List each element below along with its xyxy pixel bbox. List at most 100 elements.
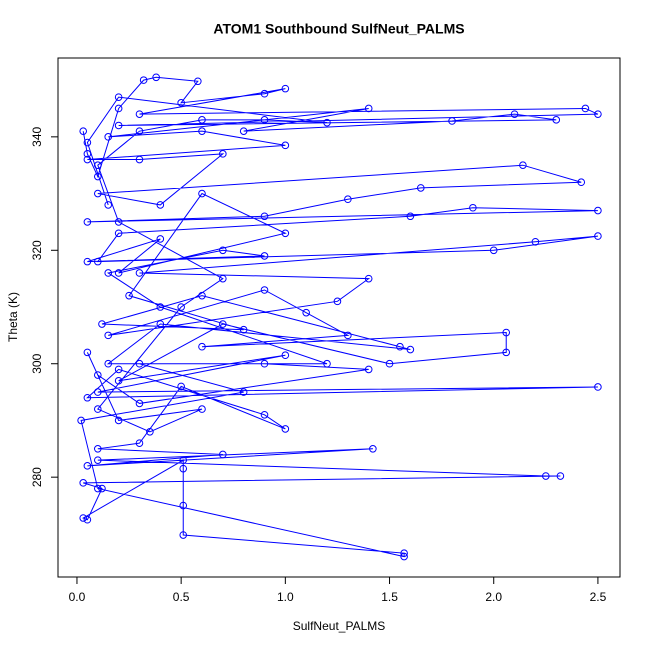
data-point [198,189,206,198]
data-point [125,291,133,300]
data-point [219,246,227,255]
y-tick-label: 300 [30,353,44,373]
data-point [239,388,248,396]
data-point [542,472,550,480]
data-point [219,450,227,459]
x-axis-label: SulfNeut_PALMS [293,619,386,633]
data-point [260,286,269,294]
data-point [219,274,227,283]
data-point [94,371,102,379]
data-point [104,331,113,340]
data-point [98,320,106,328]
data-point [344,331,352,340]
y-axis-label: Theta (K) [6,292,20,342]
data-point [114,269,123,277]
data-point [302,308,310,317]
data-point [594,110,602,118]
data-point [79,479,88,487]
data-point [198,342,206,351]
data-point [323,118,331,127]
data-point [104,201,113,209]
data-point [194,77,202,86]
data-point [114,121,123,130]
data-point [94,456,102,464]
data-point [156,235,165,243]
data-point [98,484,106,493]
data-point [281,141,290,150]
data-point [94,484,102,493]
data-point [94,172,102,181]
data-point [260,252,269,260]
data-line [80,76,599,558]
data-point [502,328,511,337]
data-point [77,416,85,425]
data-point [281,425,290,433]
data-point [239,127,248,135]
data-point [406,345,415,354]
data-point [323,359,331,368]
data-point [400,552,408,561]
data-point [333,297,342,306]
data-point [156,303,165,311]
data-point [104,269,113,277]
data-point [179,531,188,539]
data-point [239,325,248,334]
chart-title: ATOM1 Southbound SulfNeut_PALMS [213,21,464,37]
data-point [198,116,206,124]
x-tick-label: 1.0 [277,590,294,604]
data-point [448,117,456,125]
data-point [83,257,92,266]
data-point [281,351,290,360]
data-point [364,365,373,374]
data-point [104,133,113,141]
data-point [219,150,227,158]
data-point [114,416,123,425]
data-point [83,462,92,470]
data-point [400,549,408,557]
data-point [135,399,144,408]
data-point [94,405,102,413]
data-point [79,127,88,135]
data-point [139,76,148,84]
data-point [260,212,269,221]
x-tick-label: 1.5 [381,590,398,604]
data-point [114,229,123,238]
plot-frame [57,57,621,578]
data-point [177,99,185,107]
data-point [94,388,102,396]
x-tick-label: 2.5 [590,590,607,604]
data-point [489,246,498,255]
x-tick-label: 0.0 [69,590,86,604]
data-point [198,291,206,300]
data-point [94,257,102,266]
data-point [364,104,373,113]
data-point [146,427,154,436]
data-point [556,472,565,480]
data-point [114,218,123,226]
data-point [135,439,144,447]
data-point [416,184,425,192]
data-point [594,383,602,391]
data-point [152,73,160,82]
data-point [83,393,92,402]
data-point [135,110,144,118]
data-point [519,161,527,170]
data-point [135,127,144,135]
data-point [83,138,92,147]
data-point [502,348,511,357]
data-point [531,237,540,246]
data-point [260,116,269,124]
data-point [83,515,92,524]
data-point [364,274,373,283]
y-tick-label: 320 [30,240,44,260]
x-tick-label: 0.5 [173,590,190,604]
data-point [83,348,92,357]
data-point [369,445,377,453]
data-point [260,89,269,98]
y-tick-label: 340 [30,127,44,147]
data-point [94,161,102,170]
data-point [135,269,144,277]
data-point [114,376,123,385]
data-point [114,365,123,374]
